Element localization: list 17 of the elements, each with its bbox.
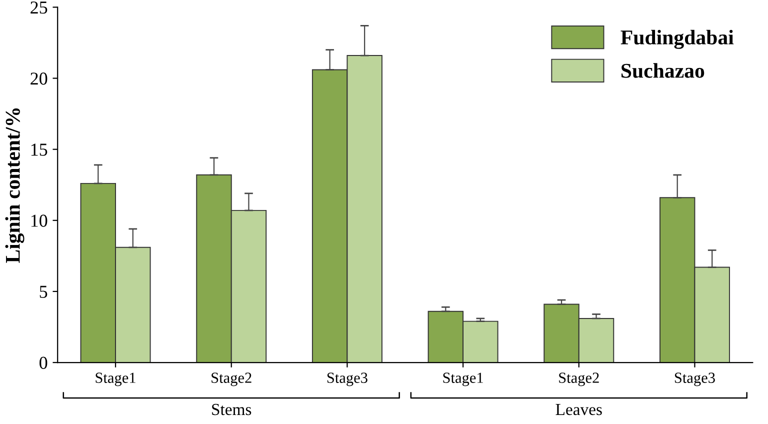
x-tick-label: Stage1 [96,372,136,386]
legend-label: Fudingdabai [620,30,734,49]
x-tick-label: Stage1 [443,372,483,386]
y-tick-label: 25 [30,2,48,14]
y-tick-label: 0 [40,356,48,369]
x-tick-label: Stage2 [559,372,599,386]
x-tick-label: Stage2 [212,372,252,386]
text: Stems [212,404,252,416]
text: Leaves [556,404,602,416]
x-tick-label: Stage3 [674,372,715,386]
y-tick-label: 5 [40,286,48,298]
y-tick-label: 15 [31,144,48,156]
y-axis-title: Lignin content/% [5,108,24,263]
y-tick-label: 20 [30,72,48,85]
y-tick-label: 10 [31,214,48,227]
x-tick-label: Stage3 [327,372,368,386]
legend-label: Suchazao [622,63,704,78]
